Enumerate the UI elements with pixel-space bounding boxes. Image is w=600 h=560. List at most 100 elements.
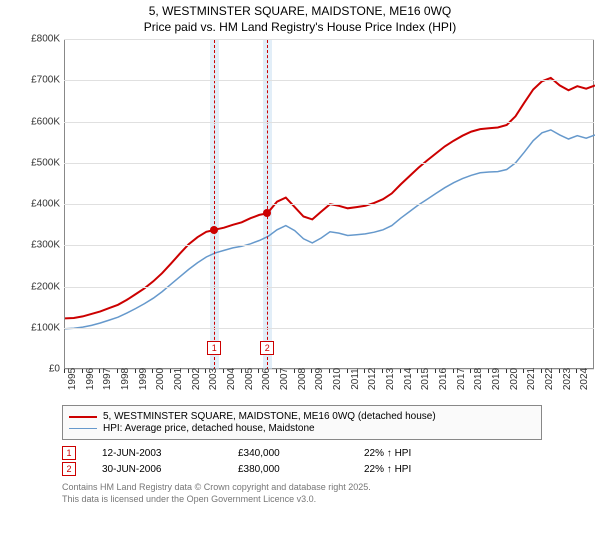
xtick-label: 2003 — [208, 368, 219, 390]
xtick-mark — [170, 369, 171, 373]
gridline-y — [64, 39, 594, 40]
chart-area: 1 2 £0 £100K £200K £300K £400K £500K £600K £700K… — [32, 39, 600, 399]
xtick-mark — [347, 369, 348, 373]
xtick-label: 1997 — [102, 368, 113, 390]
xtick-label: 2006 — [261, 368, 272, 390]
xtick-mark — [311, 369, 312, 373]
xtick-mark — [152, 369, 153, 373]
ytick-label: £800K — [31, 34, 60, 45]
transaction-point — [263, 209, 271, 217]
xtick-mark — [453, 369, 454, 373]
xtick-label: 2016 — [438, 368, 449, 390]
xtick-label: 2023 — [562, 368, 573, 390]
chart-container: 5, WESTMINSTER SQUARE, MAIDSTONE, ME16 0… — [0, 0, 600, 560]
xtick-label: 2017 — [456, 368, 467, 390]
xtick-label: 1996 — [85, 368, 96, 390]
xtick-label: 2015 — [420, 368, 431, 390]
xtick-mark — [470, 369, 471, 373]
title-line-2: Price paid vs. HM Land Registry's House … — [4, 20, 596, 36]
transaction-row: 2 30-JUN-2006 £380,000 22% ↑ HPI — [62, 462, 596, 476]
legend-swatch — [69, 428, 97, 430]
xtick-label: 2005 — [244, 368, 255, 390]
ytick-label: £100K — [31, 322, 60, 333]
ytick-label: £400K — [31, 199, 60, 210]
transaction-table: 1 12-JUN-2003 £340,000 22% ↑ HPI 2 30-JUN-200… — [62, 446, 596, 476]
xtick-label: 2004 — [226, 368, 237, 390]
xtick-mark — [329, 369, 330, 373]
ytick-label: £300K — [31, 240, 60, 251]
legend-swatch — [69, 416, 97, 418]
ytick-label: £600K — [31, 116, 60, 127]
transaction-price: £340,000 — [238, 448, 338, 459]
xtick-mark — [294, 369, 295, 373]
xtick-label: 2022 — [544, 368, 555, 390]
legend-item: HPI: Average price, detached house, Maid… — [69, 423, 535, 434]
xtick-label: 2014 — [403, 368, 414, 390]
footer-attribution: Contains HM Land Registry data © Crown c… — [62, 482, 596, 505]
xtick-mark — [488, 369, 489, 373]
chart-titles: 5, WESTMINSTER SQUARE, MAIDSTONE, ME16 0… — [4, 4, 596, 35]
xtick-label: 2009 — [314, 368, 325, 390]
xtick-mark — [135, 369, 136, 373]
ytick-label: £200K — [31, 281, 60, 292]
footer-line-2: This data is licensed under the Open Gov… — [62, 494, 596, 506]
xtick-mark — [435, 369, 436, 373]
xtick-mark — [364, 369, 365, 373]
transaction-delta: 22% ↑ HPI — [364, 464, 411, 475]
line-svg — [65, 40, 595, 370]
xtick-mark — [559, 369, 560, 373]
legend-item: 5, WESTMINSTER SQUARE, MAIDSTONE, ME16 0… — [69, 411, 535, 422]
xtick-mark — [400, 369, 401, 373]
legend-label: HPI: Average price, detached house, Maid… — [103, 423, 315, 434]
xtick-mark — [82, 369, 83, 373]
xtick-label: 2001 — [173, 368, 184, 390]
footer-line-1: Contains HM Land Registry data © Crown c… — [62, 482, 596, 494]
xtick-label: 2024 — [579, 368, 590, 390]
gridline-y — [64, 204, 594, 205]
xtick-label: 2000 — [155, 368, 166, 390]
legend-label: 5, WESTMINSTER SQUARE, MAIDSTONE, ME16 0… — [103, 411, 436, 422]
transaction-marker: 2 — [260, 341, 274, 355]
gridline-y — [64, 328, 594, 329]
xtick-label: 2002 — [191, 368, 202, 390]
transaction-date: 12-JUN-2003 — [102, 448, 212, 459]
xtick-mark — [188, 369, 189, 373]
xtick-label: 2021 — [526, 368, 537, 390]
xtick-label: 2013 — [385, 368, 396, 390]
xtick-label: 2007 — [279, 368, 290, 390]
xtick-label: 2011 — [350, 368, 361, 390]
transaction-vline — [267, 40, 268, 370]
xtick-mark — [223, 369, 224, 373]
xtick-mark — [117, 369, 118, 373]
transaction-marker: 1 — [207, 341, 221, 355]
ytick-label: £0 — [49, 364, 60, 375]
ytick-label: £700K — [31, 75, 60, 86]
transaction-marker-icon: 1 — [62, 446, 76, 460]
transaction-point — [210, 226, 218, 234]
xtick-mark — [64, 369, 65, 373]
transaction-marker-icon: 2 — [62, 462, 76, 476]
xtick-mark — [99, 369, 100, 373]
xtick-mark — [205, 369, 206, 373]
xtick-mark — [382, 369, 383, 373]
xtick-mark — [541, 369, 542, 373]
ytick-label: £500K — [31, 157, 60, 168]
xtick-label: 2018 — [473, 368, 484, 390]
transaction-price: £380,000 — [238, 464, 338, 475]
xtick-label: 1998 — [120, 368, 131, 390]
xtick-label: 1995 — [67, 368, 78, 390]
transaction-row: 112-JUN-2003£340,00022% ↑ HPI — [62, 446, 596, 460]
series-line — [65, 78, 595, 319]
legend-box: 5, WESTMINSTER SQUARE, MAIDSTONE, ME16 0… — [62, 405, 542, 440]
xtick-label: 2008 — [297, 368, 308, 390]
xtick-mark — [523, 369, 524, 373]
xtick-mark — [258, 369, 259, 373]
gridline-y — [64, 80, 594, 81]
xtick-mark — [506, 369, 507, 373]
xtick-label: 2019 — [491, 368, 502, 390]
transaction-date: 30-JUN-2006 — [102, 464, 212, 475]
xtick-mark — [241, 369, 242, 373]
xtick-mark — [276, 369, 277, 373]
xtick-label: 1999 — [138, 368, 149, 390]
transaction-vline — [214, 40, 215, 370]
